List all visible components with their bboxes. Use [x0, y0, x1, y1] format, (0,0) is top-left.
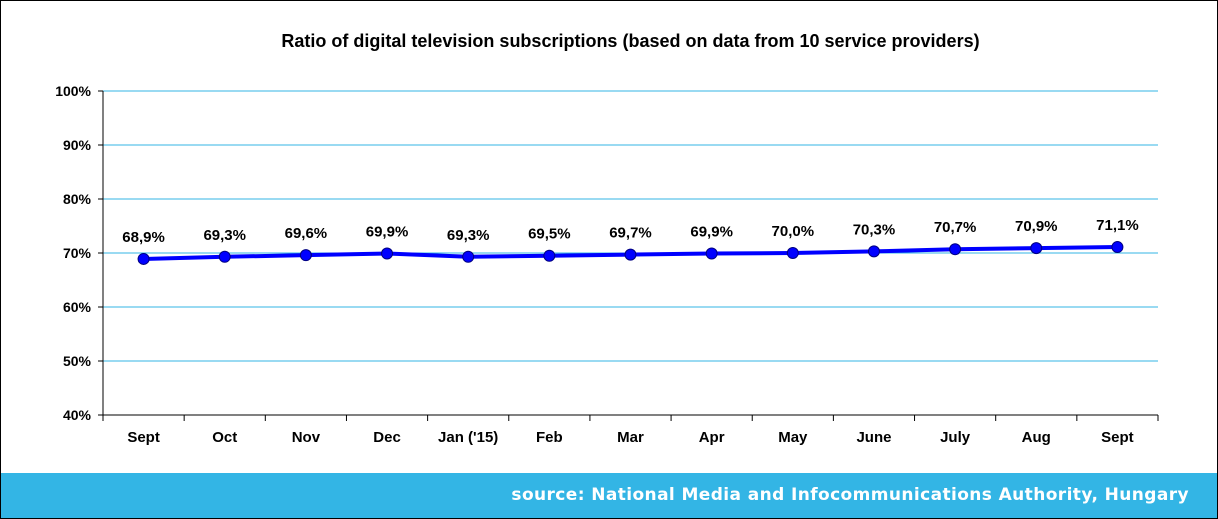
- x-tick-label: Nov: [292, 429, 321, 446]
- line-chart: 40% 50% 60% 70% 80% 90% 100% Sept Oct Nov Dec Jan (…: [55, 83, 1159, 446]
- x-tick-label: July: [940, 429, 971, 446]
- y-tick-label: 90%: [63, 137, 92, 153]
- source-band: source: National Media and Infocommunica…: [1, 473, 1217, 518]
- data-point: [381, 247, 394, 260]
- x-tick-label: June: [856, 429, 891, 446]
- data-label: 69,9%: [366, 224, 409, 241]
- data-point: [218, 250, 231, 263]
- data-point: [137, 252, 150, 265]
- data-point: [1111, 241, 1124, 254]
- x-tick-label: Jan ('15): [438, 429, 498, 446]
- x-tick-label: Mar: [617, 429, 644, 446]
- chart-title: Ratio of digital television subscription…: [281, 31, 980, 51]
- data-label: 69,9%: [690, 224, 733, 241]
- x-tick-label: Sept: [1101, 429, 1134, 446]
- data-point: [1030, 242, 1043, 255]
- data-point: [299, 249, 312, 262]
- y-tick-label: 40%: [63, 407, 92, 423]
- y-tick-label: 80%: [63, 191, 92, 207]
- data-point: [786, 247, 799, 259]
- x-tick-label: Oct: [212, 429, 237, 446]
- data-point: [624, 248, 637, 261]
- x-tick-label: Dec: [373, 429, 401, 446]
- data-label: 70,9%: [1015, 218, 1058, 235]
- data-label: 68,9%: [122, 229, 165, 246]
- x-tick-label: Feb: [536, 429, 563, 446]
- data-point: [949, 243, 962, 256]
- data-point: [543, 249, 556, 262]
- y-tick-label: 60%: [63, 299, 92, 315]
- y-tick-label: 100%: [55, 83, 91, 99]
- data-label: 70,3%: [853, 221, 896, 238]
- data-label: 71,1%: [1096, 217, 1139, 234]
- x-tick-label: May: [778, 429, 808, 446]
- data-point: [867, 245, 880, 258]
- data-label: 70,7%: [934, 219, 977, 236]
- data-point: [462, 250, 475, 263]
- data-label: 69,7%: [609, 225, 652, 242]
- data-label: 69,6%: [285, 225, 328, 242]
- data-label: 69,3%: [203, 227, 246, 244]
- data-point: [705, 247, 718, 260]
- data-label: 69,3%: [447, 227, 490, 244]
- x-tick-label: Apr: [699, 429, 725, 446]
- x-tick-label: Aug: [1022, 429, 1051, 446]
- y-tick-label: 70%: [63, 245, 92, 261]
- y-tick-label: 50%: [63, 353, 92, 369]
- source-text: source: National Media and Infocommunica…: [511, 485, 1189, 505]
- data-label: 69,5%: [528, 226, 571, 243]
- data-label: 70,0%: [772, 223, 815, 240]
- x-tick-label: Sept: [127, 429, 160, 446]
